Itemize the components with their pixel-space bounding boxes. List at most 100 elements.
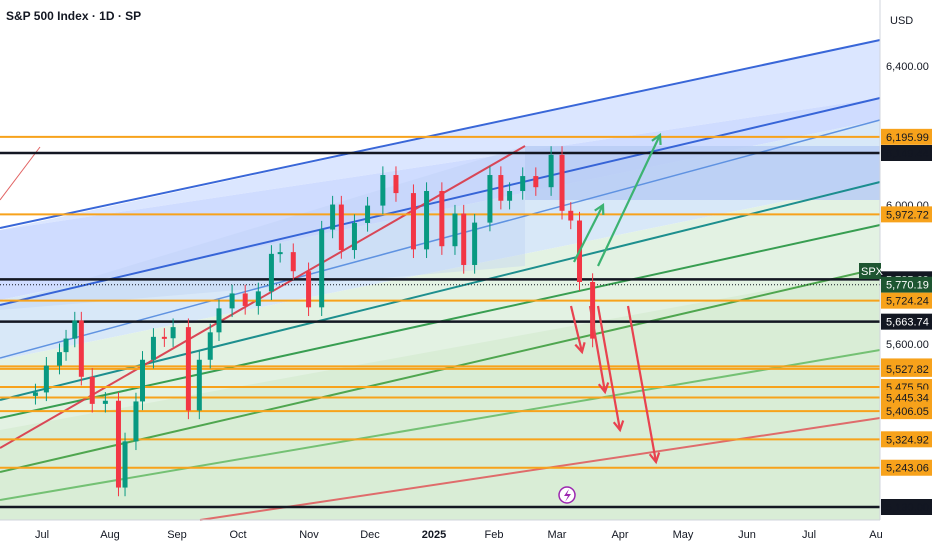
candle-body-12 bbox=[150, 336, 156, 360]
candle-body-20 bbox=[242, 293, 248, 306]
x-tick-2: Sep bbox=[167, 529, 187, 541]
price-badge-label-2: 5,972.72 bbox=[886, 209, 929, 221]
candle-body-3 bbox=[63, 338, 69, 353]
price-badge-6 bbox=[881, 313, 932, 330]
arrow-shaft-5 bbox=[626, 305, 658, 463]
price-badge-label-14: 5,130.00 bbox=[886, 502, 929, 514]
candle-body-46 bbox=[568, 210, 574, 221]
candle-body-13 bbox=[161, 336, 167, 339]
x-tick-11: Jun bbox=[738, 529, 756, 541]
candle-body-9 bbox=[122, 441, 128, 488]
x-tick-3: Oct bbox=[229, 529, 246, 541]
price-badge-label-0: 6,195.99 bbox=[886, 132, 929, 144]
candle-body-36 bbox=[452, 213, 458, 247]
arrow-shaft-2 bbox=[569, 305, 584, 353]
candle-body-8 bbox=[115, 400, 121, 488]
y-tick-0: 6,400.00 bbox=[886, 61, 929, 73]
candle-body-14 bbox=[170, 327, 176, 339]
candle-body-48 bbox=[590, 281, 596, 339]
price-badge-1 bbox=[881, 145, 932, 162]
candle-body-33 bbox=[410, 193, 416, 250]
x-tick-12: Jul bbox=[802, 529, 816, 541]
candle-body-21 bbox=[255, 291, 261, 306]
candle-body-38 bbox=[472, 222, 478, 265]
candle-body-39 bbox=[487, 175, 493, 223]
price-badge-label-11: 5,406.05 bbox=[886, 406, 929, 418]
y-tick-2: 5,600.00 bbox=[886, 339, 929, 351]
price-badge-5 bbox=[881, 292, 932, 309]
trend-line-9 bbox=[0, 146, 41, 201]
x-tick-9: Apr bbox=[611, 529, 628, 541]
price-badge-2 bbox=[881, 206, 932, 223]
candle-body-35 bbox=[439, 191, 445, 247]
green-channel-zone-2 bbox=[0, 270, 880, 520]
symbol-badge[interactable] bbox=[859, 263, 881, 279]
price-level-badges: 6,195.996,149.445,972.725,785.695,770.19… bbox=[881, 128, 932, 515]
candle-body-6 bbox=[89, 376, 95, 404]
price-badge-label-12: 5,324.92 bbox=[886, 434, 929, 446]
candle-body-30 bbox=[365, 205, 371, 223]
price-badge-label-10: 5,445.34 bbox=[886, 393, 929, 405]
price-badge-14 bbox=[881, 499, 932, 515]
price-badge-label-1: 6,149.44 bbox=[886, 148, 929, 160]
candle-body-16 bbox=[196, 359, 202, 411]
candle-body-29 bbox=[351, 222, 357, 251]
price-badge-label-8: 5,527.82 bbox=[886, 364, 929, 376]
x-tick-1: Aug bbox=[100, 529, 120, 541]
trend-line-0 bbox=[0, 39, 881, 229]
arrow-shaft-4 bbox=[596, 305, 622, 431]
candle-body-22 bbox=[268, 253, 274, 292]
arrow-head-5 bbox=[648, 452, 661, 465]
candles bbox=[32, 146, 596, 497]
candle-body-31 bbox=[380, 175, 386, 206]
candle-body-4 bbox=[72, 320, 78, 339]
arrow-head-2 bbox=[574, 342, 586, 355]
candle-body-5 bbox=[78, 320, 84, 377]
candle-body-40 bbox=[498, 175, 504, 201]
x-tick-8: Mar bbox=[548, 529, 567, 541]
level-lines bbox=[0, 135, 880, 509]
candle-body-37 bbox=[461, 213, 467, 265]
price-badge-11 bbox=[881, 403, 932, 420]
price-badge-12 bbox=[881, 431, 932, 448]
candle-body-44 bbox=[548, 154, 554, 188]
candle-body-18 bbox=[216, 308, 222, 333]
price-badge-label-6: 5,663.74 bbox=[886, 317, 929, 329]
arrow-head-0 bbox=[594, 202, 605, 216]
candle-body-7 bbox=[102, 400, 108, 404]
price-badge-13 bbox=[881, 459, 932, 476]
price-badge-10 bbox=[881, 389, 932, 406]
candle-body-11 bbox=[140, 359, 146, 402]
price-badge-4 bbox=[881, 276, 932, 293]
x-tick-0: Jul bbox=[35, 529, 49, 541]
candle-body-0 bbox=[32, 392, 38, 396]
highlight-rect bbox=[525, 146, 880, 200]
trend-line-7 bbox=[199, 417, 881, 521]
arrow-head-1 bbox=[651, 132, 662, 146]
candle-body-15 bbox=[185, 327, 191, 411]
x-tick-10: May bbox=[673, 529, 694, 541]
price-badge-0 bbox=[881, 128, 932, 145]
trend-line-5 bbox=[0, 267, 881, 473]
arrow-head-3 bbox=[597, 382, 610, 395]
arrows bbox=[569, 132, 662, 465]
arrow-shaft-0 bbox=[573, 204, 604, 263]
candle-body-10 bbox=[133, 401, 139, 442]
x-tick-7: Feb bbox=[485, 529, 504, 541]
candle-body-2 bbox=[56, 352, 62, 366]
candle-body-25 bbox=[306, 271, 312, 308]
x-tick-13: Au bbox=[869, 529, 882, 541]
candle-body-34 bbox=[424, 191, 430, 250]
price-badge-label-4: 5,770.19 bbox=[886, 280, 929, 292]
price-badge-label-5: 5,724.24 bbox=[886, 296, 929, 308]
candle-body-27 bbox=[330, 204, 336, 230]
candle-body-23 bbox=[277, 252, 283, 255]
candle-body-1 bbox=[43, 365, 49, 393]
candle-body-41 bbox=[507, 191, 513, 201]
candle-body-28 bbox=[338, 204, 344, 251]
candle-body-24 bbox=[290, 252, 296, 272]
x-tick-labels: Jul Aug Sep Oct Nov Dec 2025 Feb Mar Apr May Jun Jul… bbox=[35, 529, 883, 541]
candle-body-17 bbox=[207, 332, 213, 360]
